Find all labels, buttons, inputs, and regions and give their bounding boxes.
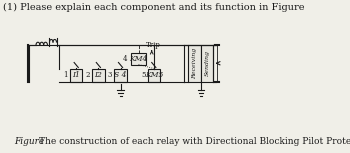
Text: I1: I1: [72, 71, 80, 79]
Text: KM5: KM5: [145, 71, 163, 79]
Text: KM4: KM4: [130, 54, 148, 62]
Text: 3: 3: [108, 71, 112, 79]
Text: Sending: Sending: [205, 50, 210, 76]
Bar: [148, 69, 160, 82]
Text: 2: 2: [85, 71, 90, 79]
Text: The construction of each relay with Directional Blocking Pilot Protection: The construction of each relay with Dire…: [39, 136, 350, 146]
Text: 5: 5: [141, 71, 146, 79]
Text: 4: 4: [123, 54, 127, 62]
Text: S 4: S 4: [114, 71, 127, 79]
Bar: [201, 45, 214, 82]
Bar: [92, 69, 105, 82]
Bar: [70, 69, 83, 82]
Text: Trip: Trip: [146, 41, 161, 49]
Text: Figure: Figure: [14, 136, 44, 146]
Text: 1: 1: [63, 71, 68, 79]
Bar: [131, 52, 146, 65]
Text: (1) Please explain each component and its function in Figure: (1) Please explain each component and it…: [4, 3, 305, 12]
Text: Receiving: Receiving: [192, 48, 197, 79]
Bar: [114, 69, 127, 82]
Text: I2: I2: [94, 71, 102, 79]
Bar: [188, 45, 201, 82]
